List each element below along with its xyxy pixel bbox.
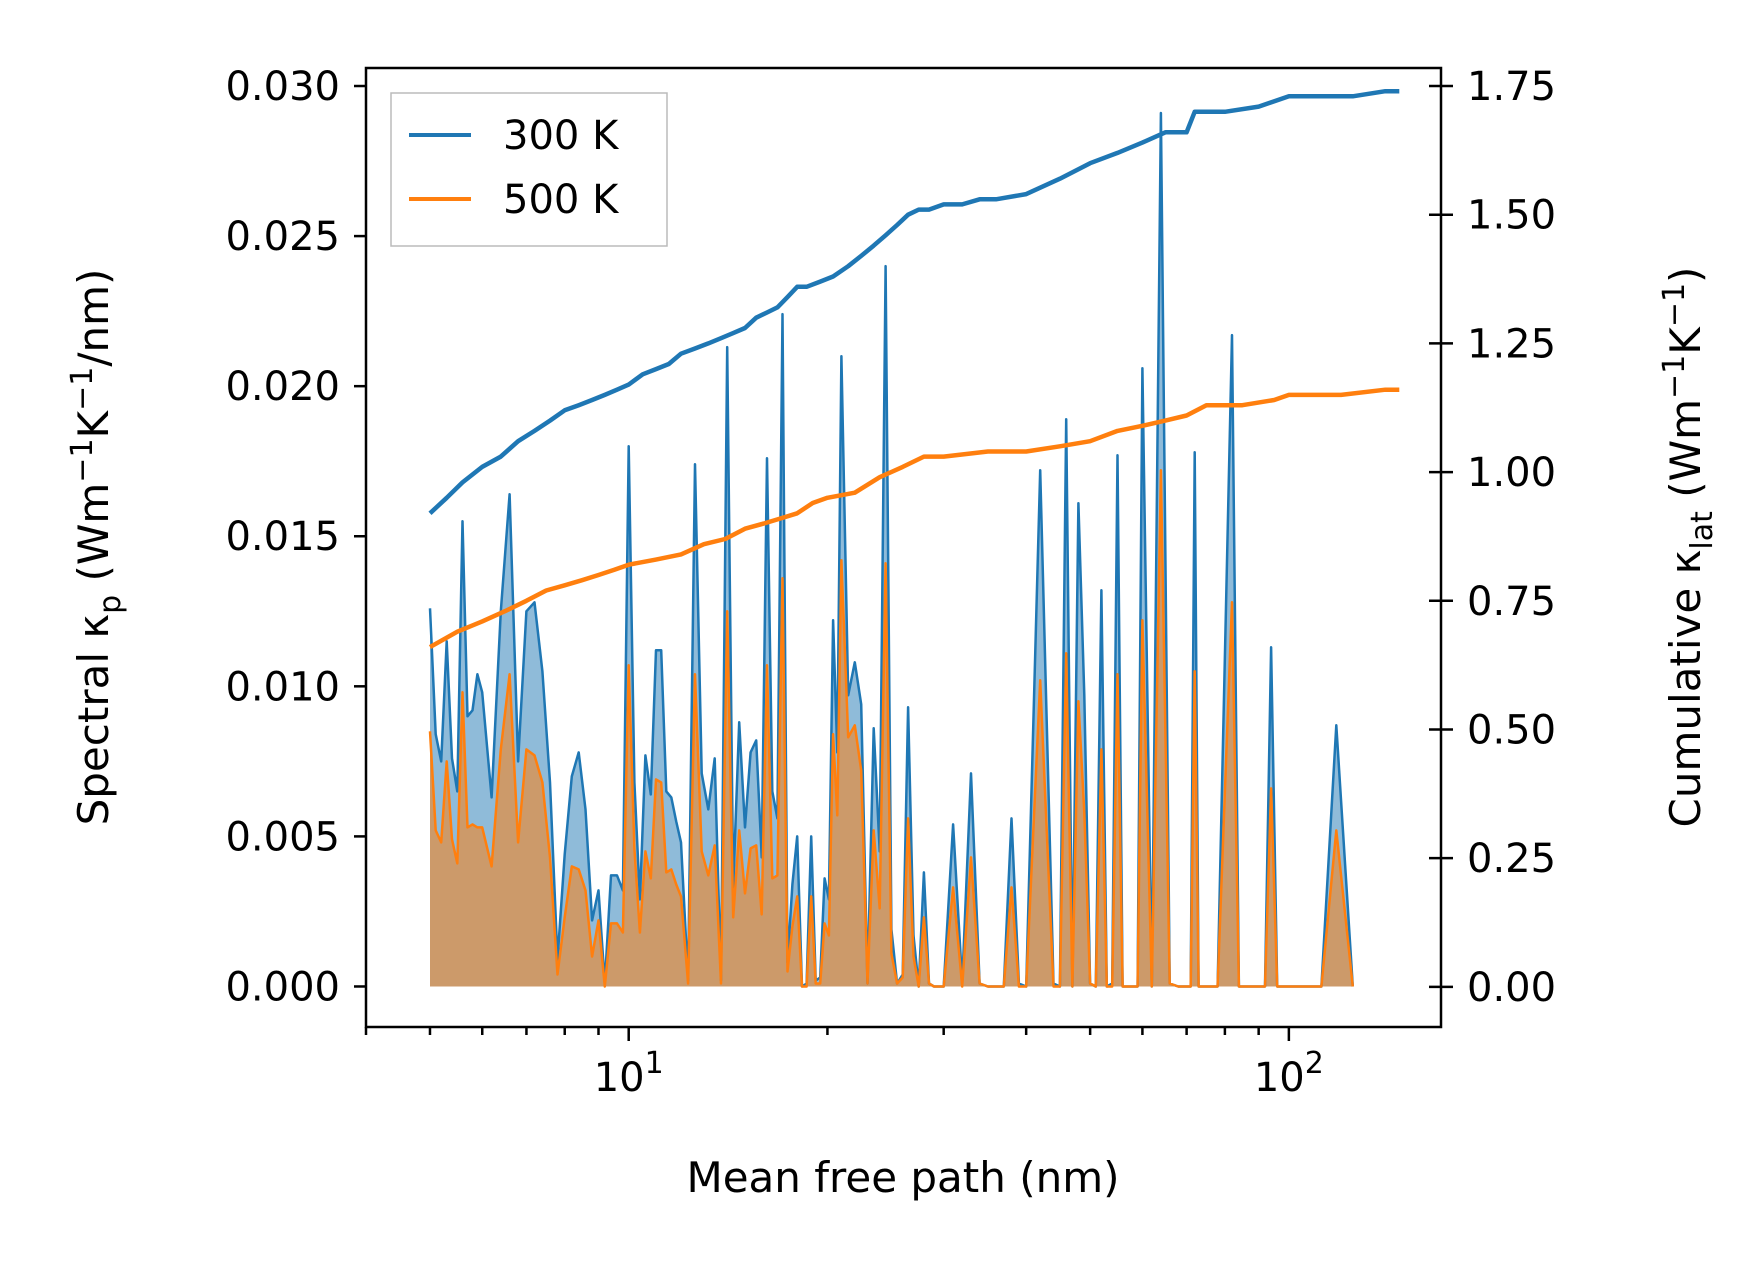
right-ylabel-base: Cumulative κ: [1661, 550, 1710, 828]
x-tick-label: 101: [594, 1046, 664, 1101]
left-y-axis-label: Spectral κp (Wm−1K−1/nm): [65, 269, 128, 826]
left-ylabel-unit-pre: (Wm: [69, 483, 118, 595]
left-ylabel-base: Spectral κ: [69, 614, 118, 826]
left-ylabel-unit-mid: K: [69, 409, 118, 438]
left-ylabel-unit-post: /nm): [69, 269, 118, 367]
left-ylabel-exp2: −1: [65, 367, 100, 411]
legend: 300 K 500 K: [390, 92, 668, 247]
legend-box: [390, 92, 668, 247]
right-ylabel-exp1: −1: [1657, 355, 1692, 399]
x-axis-label: Mean free path (nm): [686, 1153, 1119, 1202]
plot-frame: [364, 66, 1443, 1029]
right-ylabel-unit-pre: (Wm: [1661, 399, 1710, 511]
axis-ticks: 0.000 0.005 0.010 0.015 0.020 0.025 0.030 0.00 0…: [225, 64, 1556, 1101]
left-y-tick-label: 0.020: [225, 364, 340, 410]
right-y-tick-label: 0.00: [1467, 965, 1556, 1011]
legend-label-300k: 300 K: [503, 113, 620, 159]
right-ylabel-unit-mid: K: [1661, 326, 1710, 355]
right-ylabel-unit-post: ): [1661, 267, 1710, 283]
right-y-axis-label: Cumulative κlat (Wm−1K−1): [1657, 267, 1720, 828]
spectral-line-500k: [428, 468, 1355, 988]
spectral-lines: [428, 111, 1355, 988]
cumulative-lines: [428, 88, 1400, 650]
right-y-tick-label: 1.00: [1467, 450, 1556, 496]
spectral-area-500k: [430, 470, 1353, 987]
left-y-tick-label: 0.025: [225, 214, 340, 260]
left-y-tick-label: 0.030: [225, 64, 340, 110]
left-y-tick-label: 0.000: [225, 964, 340, 1010]
right-ylabel-sub: lat: [1685, 511, 1720, 550]
spectral-fills: [430, 113, 1353, 987]
left-y-tick-label: 0.010: [225, 664, 340, 710]
right-ylabel-exp2: −1: [1657, 283, 1692, 327]
right-y-tick-label: 0.25: [1467, 836, 1556, 882]
left-y-tick-label: 0.005: [225, 814, 340, 860]
right-y-tick-label: 1.50: [1467, 193, 1556, 239]
right-y-tick-label: 1.75: [1467, 64, 1556, 110]
legend-label-500k: 500 K: [503, 177, 620, 223]
spectral-area-300k: [430, 113, 1353, 987]
plot-area: [428, 88, 1400, 988]
cumulative-line-500k: [428, 387, 1400, 650]
left-ylabel-sub: p: [93, 595, 128, 614]
cumulative-line-300k: [428, 88, 1400, 515]
right-y-tick-label: 1.25: [1467, 321, 1556, 367]
right-y-tick-label: 0.75: [1467, 579, 1556, 625]
left-ylabel-exp1: −1: [65, 438, 100, 482]
left-y-tick-label: 0.015: [225, 514, 340, 560]
x-tick-label: 102: [1254, 1046, 1324, 1101]
right-y-tick-label: 0.50: [1467, 707, 1556, 753]
